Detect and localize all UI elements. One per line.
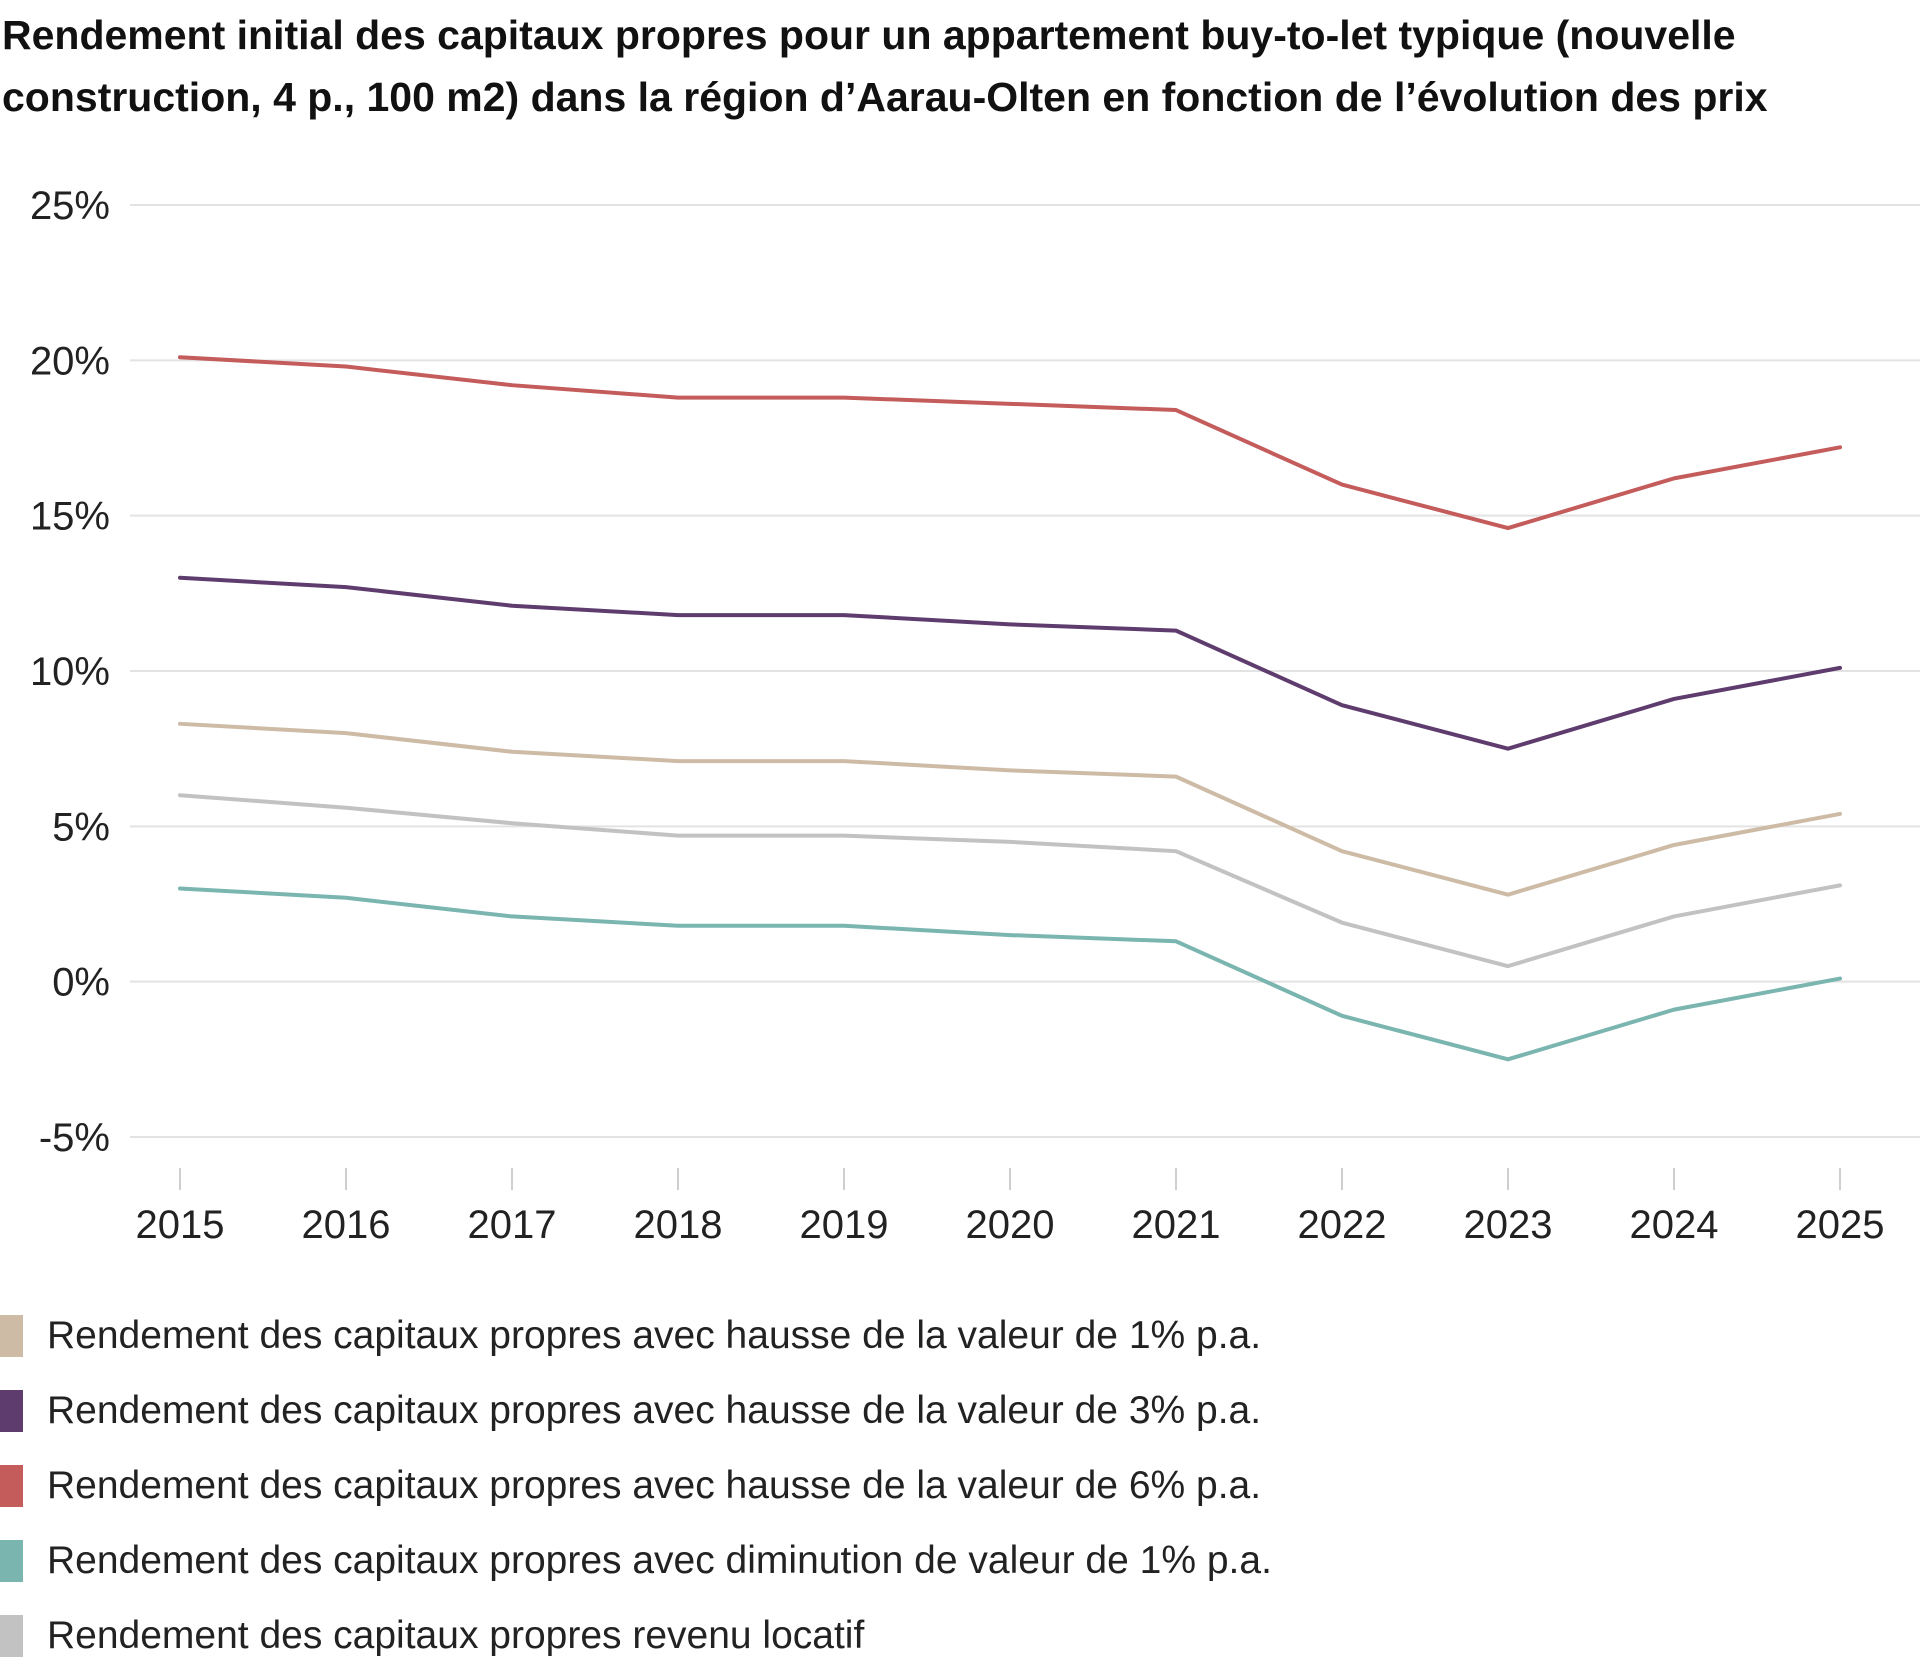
x-tick-label: 2024 xyxy=(1630,1203,1719,1247)
x-tick-label: 2025 xyxy=(1796,1203,1885,1247)
legend-item: Rendement des capitaux propres avec haus… xyxy=(0,1373,1900,1448)
x-tick-label: 2019 xyxy=(800,1203,889,1247)
y-tick-label: 15% xyxy=(30,495,110,539)
legend-swatch xyxy=(0,1389,23,1432)
x-tick-label: 2016 xyxy=(302,1203,391,1247)
x-axis-ticks: 2015 2016 2017 2018 2019 2020 2021 2022 2023 2024… xyxy=(136,1168,1885,1247)
x-tick-label: 2021 xyxy=(1132,1203,1221,1247)
x-tick-label: 2022 xyxy=(1298,1203,1387,1247)
x-tick-label: 2020 xyxy=(966,1203,1055,1247)
y-tick-label: -5% xyxy=(39,1116,110,1160)
y-tick-label: 0% xyxy=(52,961,110,1005)
legend-label: Rendement des capitaux propres avec haus… xyxy=(47,1463,1262,1507)
legend-item: Rendement des capitaux propres revenu lo… xyxy=(0,1598,1900,1673)
legend-label: Rendement des capitaux propres avec haus… xyxy=(47,1313,1262,1357)
legend: Rendement des capitaux propres avec haus… xyxy=(0,1298,1900,1673)
y-tick-label: 25% xyxy=(30,184,110,228)
x-tick-label: 2017 xyxy=(468,1203,557,1247)
series-lines xyxy=(178,355,1842,1062)
legend-swatch xyxy=(0,1464,23,1507)
legend-swatch xyxy=(0,1539,23,1582)
legend-swatch xyxy=(0,1614,23,1657)
gridlines xyxy=(130,204,1920,1138)
legend-item: Rendement des capitaux propres avec haus… xyxy=(0,1448,1900,1523)
chart-title: Rendement initial des capitaux propres p… xyxy=(2,12,1768,120)
line-chart: -5% 0% 5% 10% 15% 20% 25% 2015 2016 2017 2018 2019… xyxy=(30,184,1920,1247)
y-tick-label: 20% xyxy=(30,339,110,383)
series-line-3 xyxy=(178,886,1842,1062)
legend-label: Rendement des capitaux propres revenu lo… xyxy=(47,1613,865,1657)
legend-item: Rendement des capitaux propres avec dimi… xyxy=(0,1523,1900,1598)
series-line-1 xyxy=(178,575,1842,751)
legend-item: Rendement des capitaux propres avec haus… xyxy=(0,1298,1900,1373)
series-line-0 xyxy=(178,721,1842,897)
legend-label: Rendement des capitaux propres avec dimi… xyxy=(47,1538,1272,1582)
legend-label: Rendement des capitaux propres avec haus… xyxy=(47,1388,1262,1432)
y-tick-label: 10% xyxy=(30,650,110,694)
series-line-4 xyxy=(178,793,1842,969)
x-tick-label: 2023 xyxy=(1464,1203,1553,1247)
y-axis-tick-labels: -5% 0% 5% 10% 15% 20% 25% xyxy=(30,184,110,1160)
x-tick-label: 2015 xyxy=(136,1203,225,1247)
series-line-2 xyxy=(178,355,1842,531)
legend-swatch xyxy=(0,1314,23,1357)
x-tick-label: 2018 xyxy=(634,1203,723,1247)
y-tick-label: 5% xyxy=(52,805,110,849)
